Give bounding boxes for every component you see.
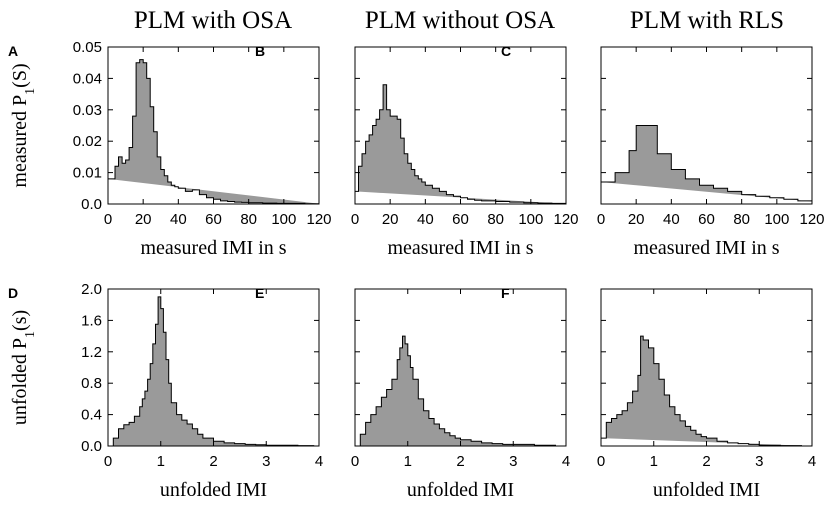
- x-tick-label: 60: [452, 211, 469, 228]
- x-tick-label: 0: [104, 453, 112, 470]
- panel-e: E 0 1 2 3 4 unfolded IMI: [255, 285, 570, 501]
- x-axis-label: measured IMI in s: [140, 237, 286, 259]
- y-tick-label: 0.4: [81, 407, 102, 424]
- x-tick-label: 60: [205, 211, 222, 228]
- series-line-e: [355, 335, 566, 447]
- x-tick-label: 2: [702, 453, 710, 470]
- y-tick-label: 0.8: [81, 375, 102, 392]
- series-band-e: [355, 336, 566, 446]
- x-tick-label: 120: [553, 211, 578, 228]
- x-tick-label: 3: [262, 453, 270, 470]
- x-tick-label: 3: [509, 453, 517, 470]
- panel-f: F 0 1 2 3 4 unfolded IMI: [501, 285, 816, 501]
- y-tick-label: 0.0: [81, 196, 102, 213]
- y-tick-label: 0.0: [81, 438, 102, 455]
- panel-letter-e: E: [255, 285, 264, 301]
- x-axis-label: unfolded IMI: [653, 479, 760, 501]
- x-tick-label: 1: [157, 453, 165, 470]
- y-tick-label: 0.03: [73, 102, 102, 119]
- y-tick-label: 1.6: [81, 312, 102, 329]
- x-tick-label: 0: [597, 211, 605, 228]
- x-tick-label: 120: [306, 211, 331, 228]
- x-tick-label: 20: [135, 211, 152, 228]
- x-tick-label: 3: [755, 453, 763, 470]
- y-tick-label: 0.04: [73, 70, 102, 87]
- y-tick-label: 0.05: [73, 39, 102, 56]
- x-tick-label: 0: [104, 211, 112, 228]
- x-tick-label: 4: [808, 453, 816, 470]
- series-line-b: [355, 84, 567, 204]
- x-tick-label: 100: [518, 211, 543, 228]
- panel-letter-b: B: [255, 43, 265, 59]
- x-tick-label: 80: [733, 211, 750, 228]
- x-tick-label: 80: [240, 211, 257, 228]
- x-tick-label: 2: [456, 453, 464, 470]
- x-tick-label: 0: [597, 453, 605, 470]
- panel-letter-d: D: [8, 285, 18, 301]
- x-tick-label: 4: [562, 453, 570, 470]
- y-axis-label: unfolded P1(s): [9, 310, 38, 425]
- x-tick-label: 60: [698, 211, 715, 228]
- series-band-c: [601, 125, 812, 202]
- x-tick-label: 1: [404, 453, 412, 470]
- x-tick-label: 0: [351, 453, 359, 470]
- x-axis-label: unfolded IMI: [407, 479, 514, 501]
- series-line-a: [108, 59, 319, 205]
- x-axis-label: measured IMI in s: [387, 237, 533, 259]
- x-tick-label: 40: [663, 211, 680, 228]
- panel-letter-f: F: [501, 285, 510, 301]
- y-tick-label: 0.01: [73, 165, 102, 182]
- y-tick-label: 1.2: [81, 344, 102, 361]
- x-tick-label: 100: [764, 211, 789, 228]
- panel-d: D 0 1 2 3 4 0.0 0.4 0.8 1.2 1.6 2.0 unfolded IMI unfo…: [8, 281, 323, 501]
- y-tick-label: 0.02: [73, 133, 102, 150]
- x-axis-label: measured IMI in s: [633, 237, 779, 259]
- panel-c: C 0 20 40 60 80 100 120 measured IMI in s: [501, 43, 825, 259]
- x-tick-label: 4: [315, 453, 323, 470]
- x-tick-label: 0: [351, 211, 359, 228]
- column-title-no-osa: PLM without OSA: [365, 7, 555, 34]
- y-axis-label: measured P1(S): [9, 63, 38, 187]
- x-tick-label: 1: [650, 453, 658, 470]
- x-tick-label: 20: [628, 211, 645, 228]
- y-tick-label: 2.0: [81, 281, 102, 298]
- x-tick-label: 2: [209, 453, 217, 470]
- series-line-d: [108, 296, 319, 447]
- x-tick-label: 20: [382, 211, 399, 228]
- series-band-d: [108, 296, 319, 446]
- panels-group: A0 20 40 60 80 100 1200.00.010.020.030.040.05m…: [8, 39, 825, 501]
- series-line-f: [601, 335, 812, 447]
- column-title-osa: PLM with OSA: [134, 7, 292, 34]
- series-band-a: [108, 59, 319, 204]
- x-tick-label: 80: [487, 211, 504, 228]
- series-band-b: [355, 84, 566, 204]
- series-line-c: [601, 125, 813, 202]
- panel-a: A 0 20 40 60 80 100 120 0.0 0.01 0.02 0.03 0.04 0.05 m…: [8, 39, 332, 259]
- x-tick-label: 100: [271, 211, 296, 228]
- panel-b: B 0 20 40 60 80 100 120 measured IMI in s: [255, 43, 579, 259]
- panel-letter-a: A: [8, 43, 18, 59]
- panel-letter-c: C: [501, 43, 511, 59]
- x-tick-label: 40: [417, 211, 434, 228]
- x-tick-label: 40: [170, 211, 187, 228]
- x-tick-label: 120: [799, 211, 824, 228]
- column-title-rls: PLM with RLS: [630, 7, 784, 34]
- x-axis-label: unfolded IMI: [160, 479, 267, 501]
